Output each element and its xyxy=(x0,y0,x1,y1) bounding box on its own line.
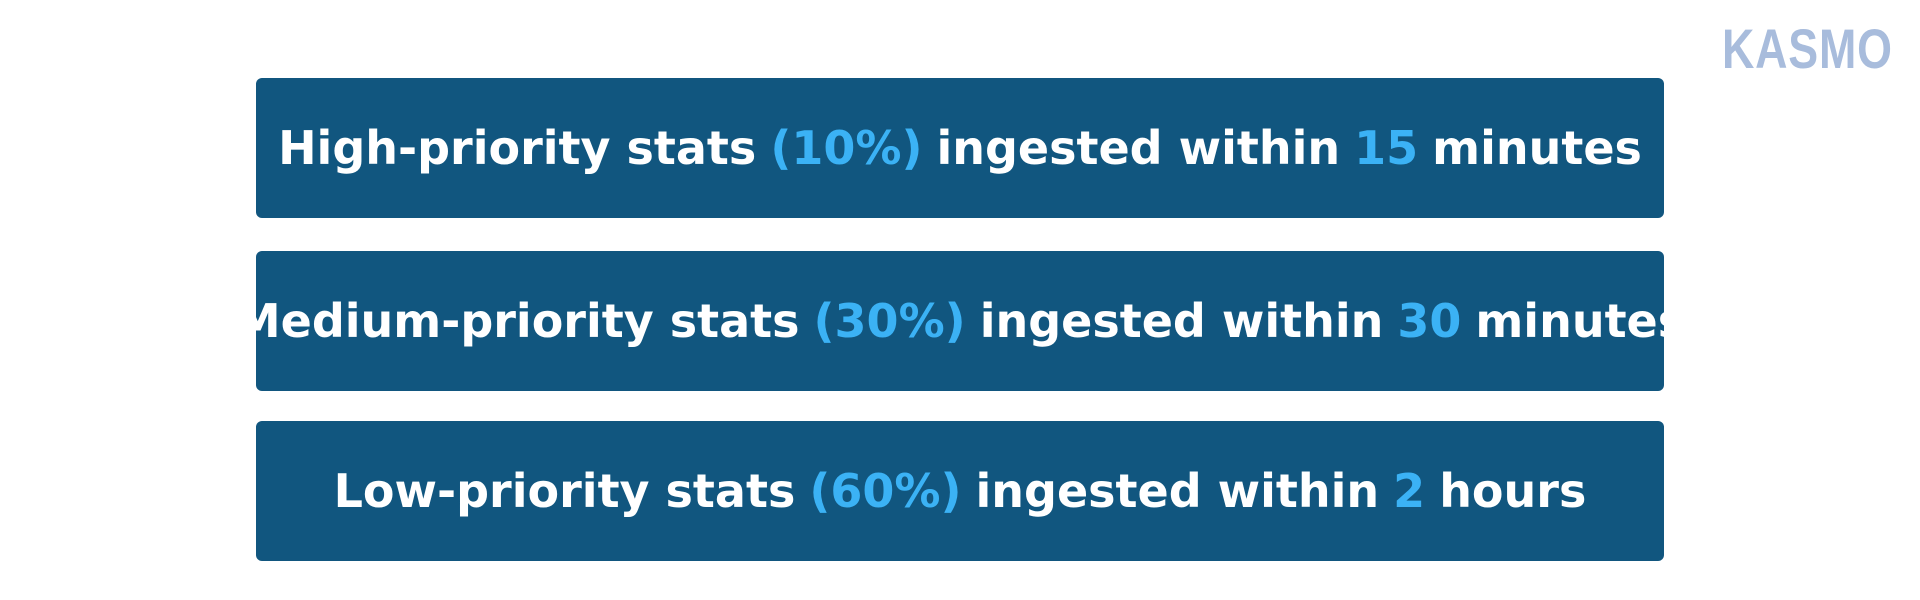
highlight-text: (30%) xyxy=(813,294,966,348)
highlight-text: 2 xyxy=(1393,464,1426,518)
highlight-text: (10%) xyxy=(770,121,923,175)
row-text: Medium-priority stats xyxy=(234,294,800,348)
row-text: ingested within xyxy=(975,464,1380,518)
row-text: minutes xyxy=(1432,121,1642,175)
highlight-text: 15 xyxy=(1354,121,1419,175)
row-text: ingested within xyxy=(979,294,1384,348)
row-text: minutes xyxy=(1475,294,1686,348)
row-text: ingested within xyxy=(936,121,1341,175)
stat-row: High-priority stats (10%) ingested within 1… xyxy=(256,78,1664,218)
highlight-text: (60%) xyxy=(809,464,962,518)
stat-row: Low-priority stats (60%) ingested within 2 h… xyxy=(256,421,1664,561)
row-text: Low-priority stats xyxy=(333,464,796,518)
stat-row: Medium-priority stats (30%) ingested withi… xyxy=(235,251,1685,391)
logo: KASMO xyxy=(1722,17,1893,80)
row-text: hours xyxy=(1439,464,1587,518)
highlight-text: 30 xyxy=(1397,294,1462,348)
row-text: High-priority stats xyxy=(278,121,757,175)
